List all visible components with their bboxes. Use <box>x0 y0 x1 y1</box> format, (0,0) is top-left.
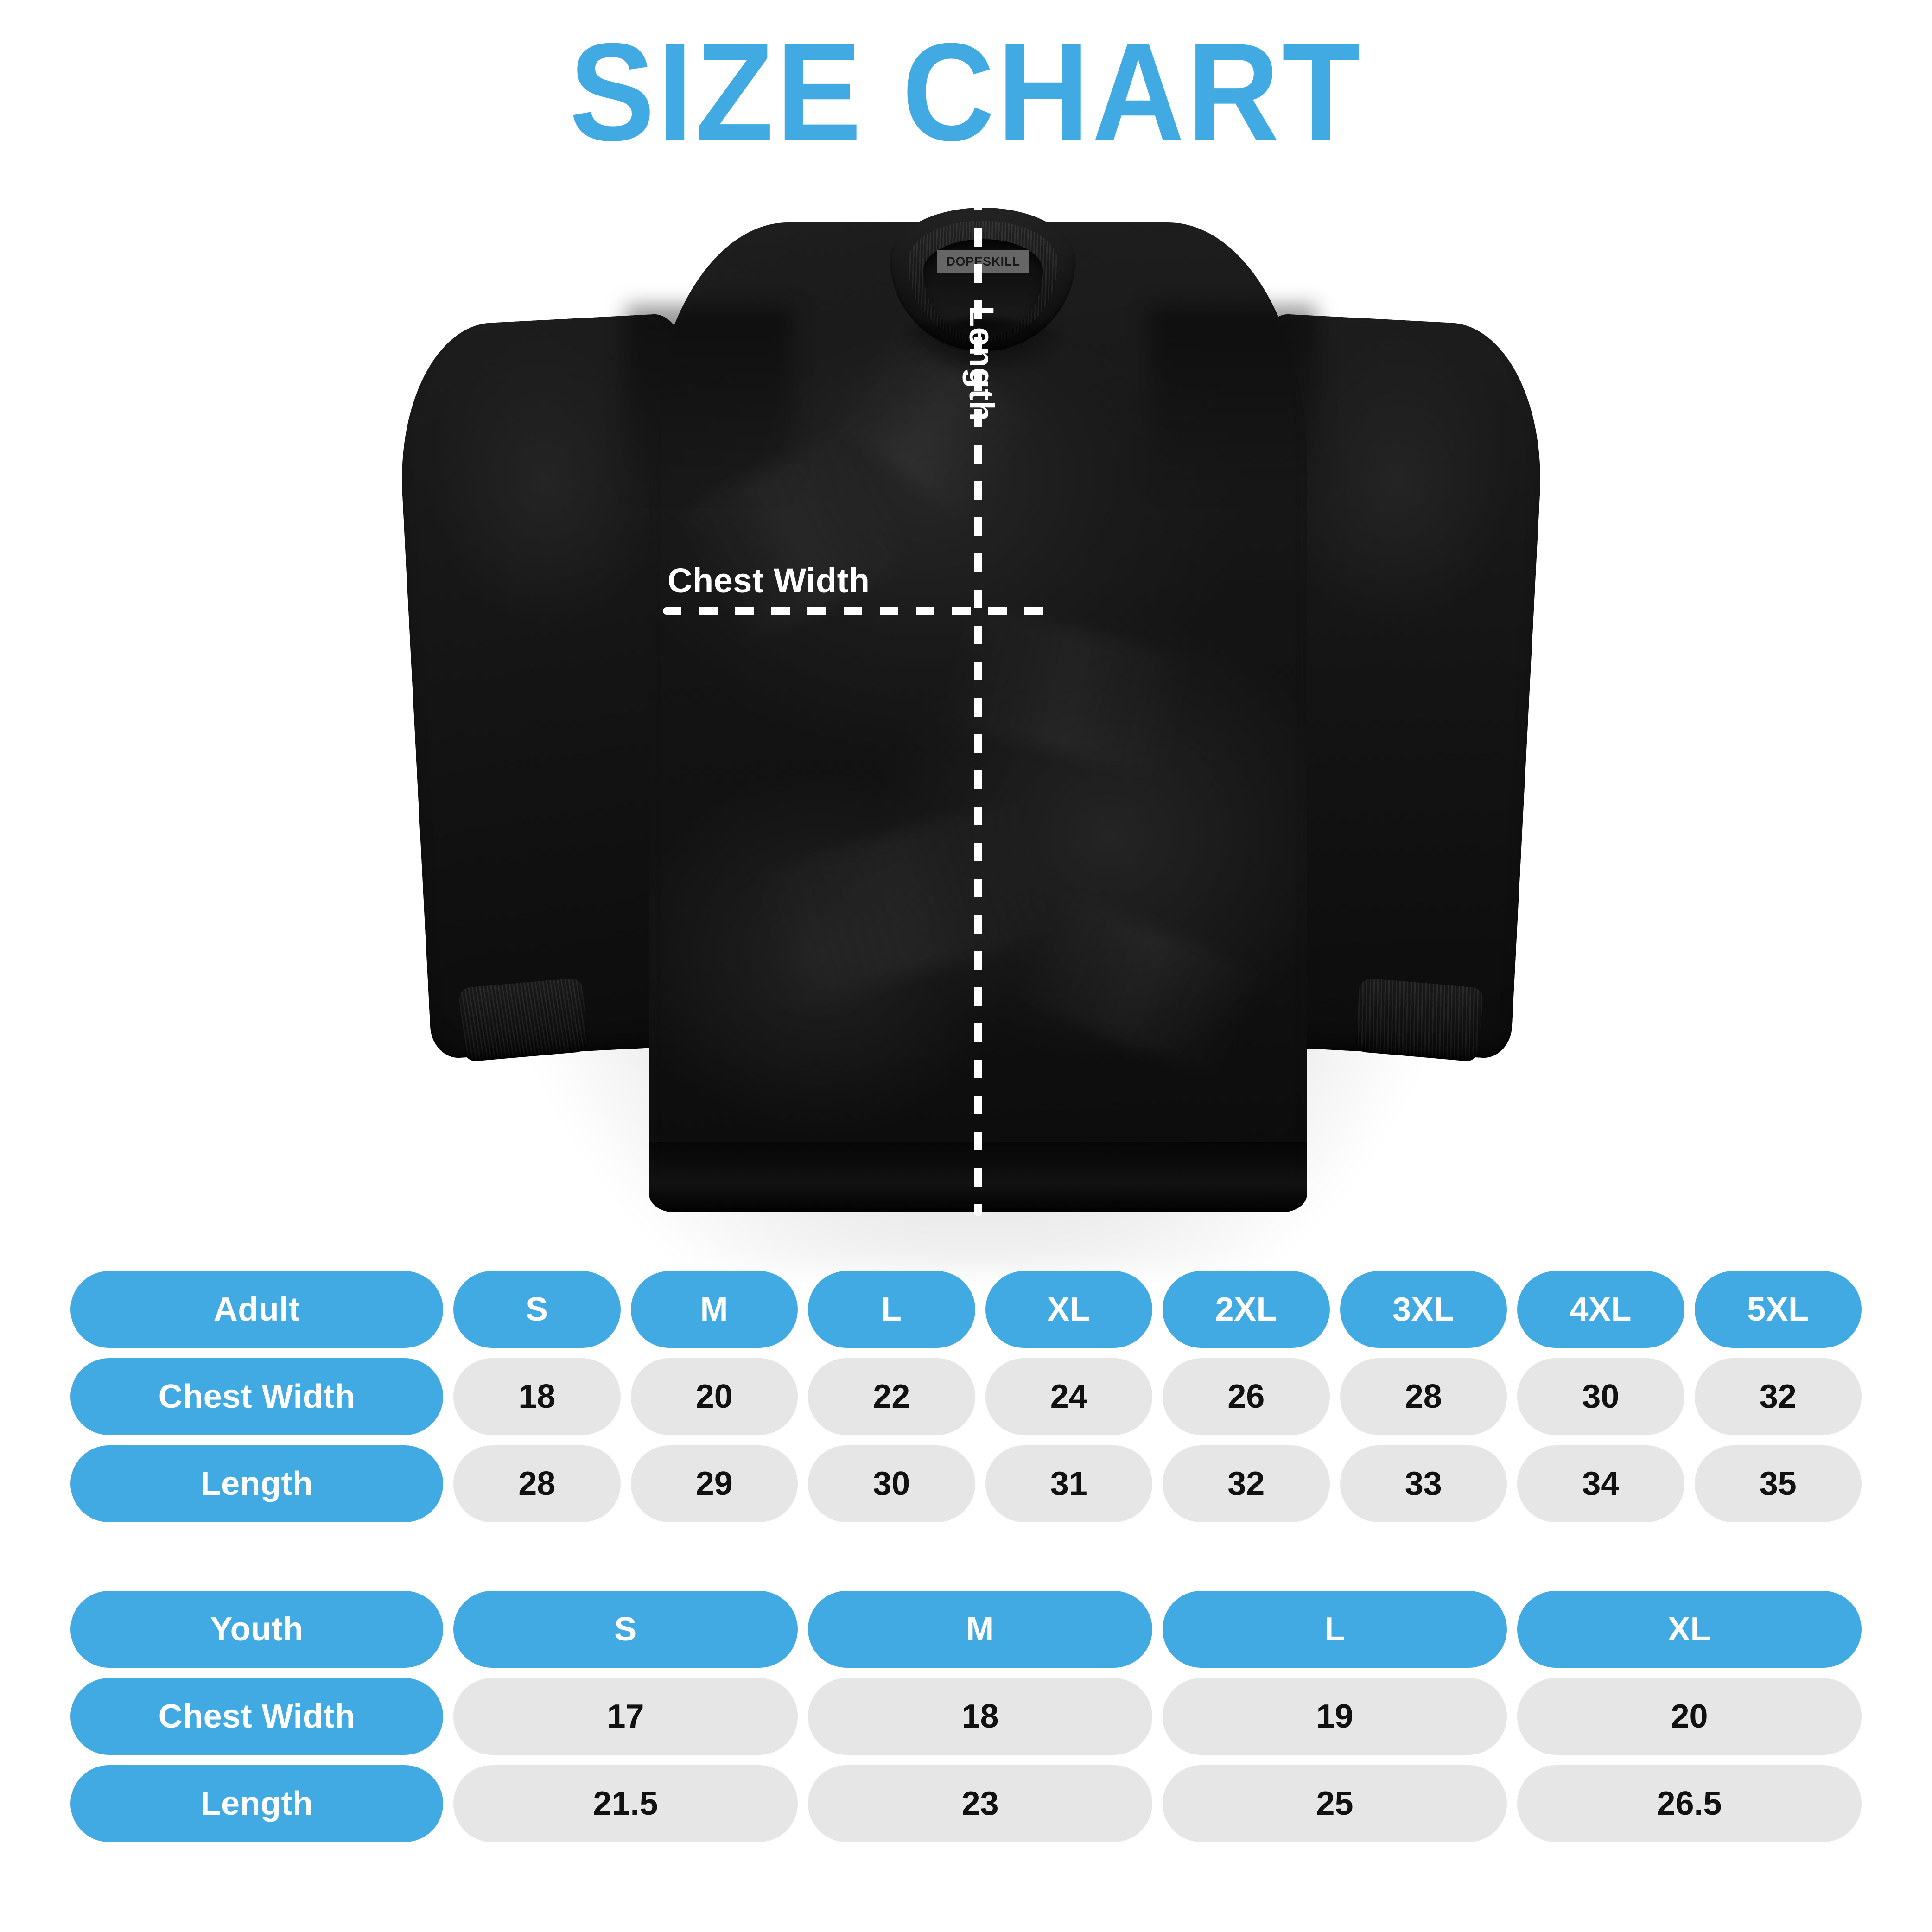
adult-length-4xl: 34 <box>1517 1445 1684 1522</box>
length-annotation: Length <box>962 306 1001 422</box>
youth-chest-width-label: Chest Width <box>70 1678 443 1755</box>
adult-chest-width-2xl: 26 <box>1163 1358 1330 1435</box>
youth-column-l: L <box>1163 1591 1507 1668</box>
adult-length-xl: 31 <box>985 1445 1152 1522</box>
youth-chest-width-l: 19 <box>1163 1678 1507 1755</box>
adult-header-label: Adult <box>70 1271 443 1348</box>
adult-chest-width-s: 18 <box>453 1358 621 1435</box>
adult-length-5xl: 35 <box>1694 1445 1862 1522</box>
adult-length-s: 28 <box>453 1445 621 1522</box>
youth-length-label: Length <box>70 1765 443 1842</box>
youth-chest-width-xl: 20 <box>1517 1678 1862 1755</box>
garment-illustration: DOPESKILL Chest Width Length <box>394 192 1549 1275</box>
youth-size-table: Youth S M L XL Chest Width 17 18 19 20 L… <box>70 1591 1862 1842</box>
youth-column-s: S <box>453 1591 798 1668</box>
adult-chest-width-l: 22 <box>808 1358 975 1435</box>
adult-column-3xl: 3XL <box>1340 1271 1507 1348</box>
adult-chest-width-label: Chest Width <box>70 1358 443 1435</box>
table-row: Youth S M L XL <box>70 1591 1862 1668</box>
adult-column-s: S <box>453 1271 621 1348</box>
adult-chest-width-xl: 24 <box>985 1358 1152 1435</box>
table-row: Adult S M L XL 2XL 3XL 4XL 5XL <box>70 1271 1862 1348</box>
right-cuff <box>1354 977 1484 1062</box>
adult-chest-width-3xl: 28 <box>1340 1358 1507 1435</box>
youth-length-s: 21.5 <box>453 1765 798 1842</box>
adult-column-l: L <box>808 1271 975 1348</box>
adult-size-table: Adult S M L XL 2XL 3XL 4XL 5XL Chest Wid… <box>70 1271 1862 1522</box>
chest-width-measure-line <box>663 607 1056 615</box>
left-shoulder-seam <box>626 306 793 547</box>
brand-neck-tag-label: DOPESKILL <box>946 254 1020 268</box>
adult-length-l: 30 <box>808 1445 975 1522</box>
length-measure-line <box>974 192 982 1216</box>
adult-length-3xl: 33 <box>1340 1445 1507 1522</box>
youth-column-xl: XL <box>1517 1591 1862 1668</box>
youth-length-xl: 26.5 <box>1517 1765 1862 1842</box>
adult-length-label: Length <box>70 1445 443 1522</box>
fabric-crease <box>746 797 1061 1010</box>
fabric-crease <box>1015 890 1265 1080</box>
youth-length-m: 23 <box>808 1765 1152 1842</box>
right-shoulder-seam <box>1150 306 1316 547</box>
adult-chest-width-m: 20 <box>630 1358 798 1435</box>
adult-column-4xl: 4XL <box>1517 1271 1684 1348</box>
adult-column-5xl: 5XL <box>1694 1271 1862 1348</box>
youth-length-l: 25 <box>1163 1765 1507 1842</box>
youth-column-m: M <box>808 1591 1152 1668</box>
table-row: Length 21.5 23 25 26.5 <box>70 1765 1862 1842</box>
youth-chest-width-s: 17 <box>453 1678 798 1755</box>
left-cuff <box>458 977 589 1062</box>
collar-shadow <box>891 319 1074 375</box>
table-row: Length 28 29 30 31 32 33 34 35 <box>70 1445 1862 1522</box>
brand-neck-tag: DOPESKILL <box>937 250 1029 273</box>
adult-column-m: M <box>630 1271 798 1348</box>
youth-header-label: Youth <box>70 1591 443 1668</box>
adult-chest-width-4xl: 30 <box>1517 1358 1684 1435</box>
adult-length-2xl: 32 <box>1163 1445 1330 1522</box>
chest-width-annotation: Chest Width <box>667 561 870 600</box>
adult-chest-width-5xl: 32 <box>1694 1358 1862 1435</box>
adult-length-m: 29 <box>630 1445 798 1522</box>
page-title: SIZE CHART <box>569 14 1363 170</box>
table-row: Chest Width 17 18 19 20 <box>70 1678 1862 1755</box>
table-row: Chest Width 18 20 22 24 26 28 30 32 <box>70 1358 1862 1435</box>
youth-chest-width-m: 18 <box>808 1678 1152 1755</box>
adult-column-2xl: 2XL <box>1163 1271 1330 1348</box>
adult-column-xl: XL <box>985 1271 1152 1348</box>
